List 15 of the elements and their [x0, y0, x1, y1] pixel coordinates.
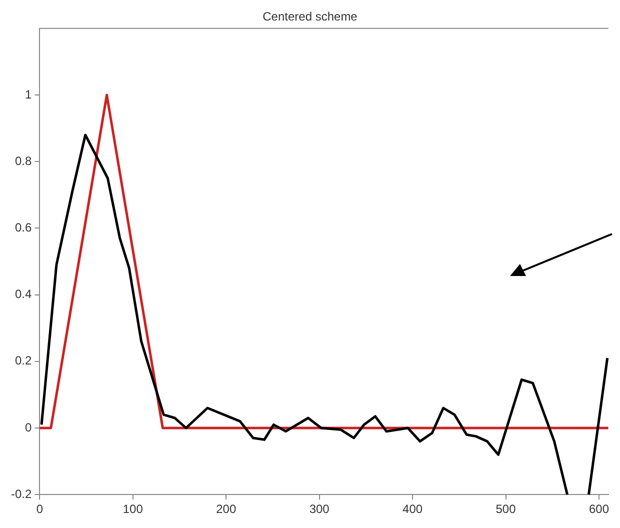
y-tick-label: 0.4	[14, 287, 32, 302]
x-tick-label: 300	[309, 502, 330, 516]
x-tick-label: 200	[216, 502, 236, 516]
x-tick-label: 500	[496, 502, 516, 516]
x-tick-label: 0	[36, 502, 44, 516]
y-tick-label: 0.2	[14, 354, 32, 368]
chart-title: Centered scheme	[262, 10, 358, 24]
x-tick-label: 600	[588, 502, 610, 516]
y-tick-label: 0	[24, 420, 32, 434]
y-tick-label: 0.8	[14, 154, 32, 168]
y-tick-label: -0.2	[10, 486, 32, 501]
x-tick-label: 400	[402, 502, 423, 516]
y-tick-label: 1	[24, 87, 32, 102]
y-tick-label: 0.6	[14, 220, 32, 235]
x-tick-label: 100	[122, 502, 144, 516]
